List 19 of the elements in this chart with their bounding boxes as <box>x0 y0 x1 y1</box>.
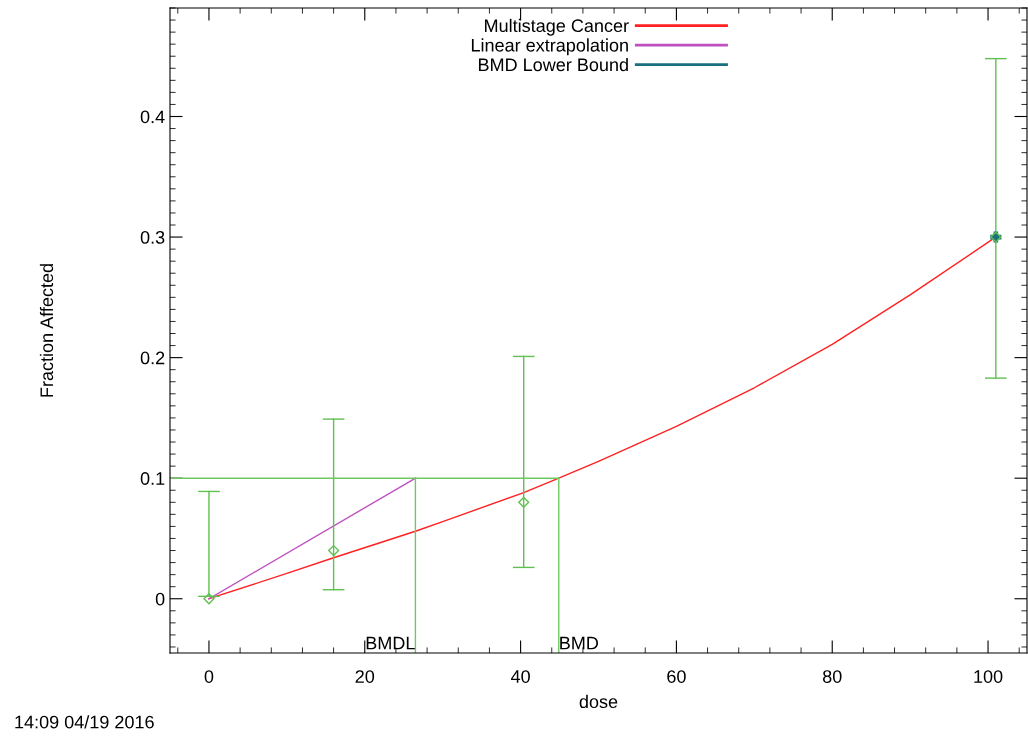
annotation: BMDL <box>366 636 415 650</box>
x-axis-title: dose <box>579 694 618 709</box>
legend-label: Multistage Cancer <box>485 18 629 36</box>
x-tick-label: 60 <box>667 670 686 683</box>
x-tick-label: 100 <box>974 670 1003 683</box>
text: 14:09 04/19 2016 <box>15 715 154 729</box>
y-tick-label: 0.2 <box>140 351 165 365</box>
x-tick-label: 80 <box>822 670 842 683</box>
legend-label: Linear extrapolation <box>471 38 628 56</box>
y-tick-label: 0.4 <box>140 110 165 124</box>
annotation: BMD <box>560 636 599 650</box>
x-tick-label: 0 <box>204 670 214 683</box>
y-axis-title: Fraction Affected <box>39 264 54 397</box>
x-tick-label: 20 <box>355 670 375 683</box>
y-tick-label: 0.3 <box>140 231 165 244</box>
y-tick-label: 0 <box>155 592 165 606</box>
y-tick-label: 0.1 <box>140 472 165 485</box>
legend-label: BMD Lower Bound <box>478 57 628 72</box>
x-tick-label: 40 <box>510 670 530 683</box>
